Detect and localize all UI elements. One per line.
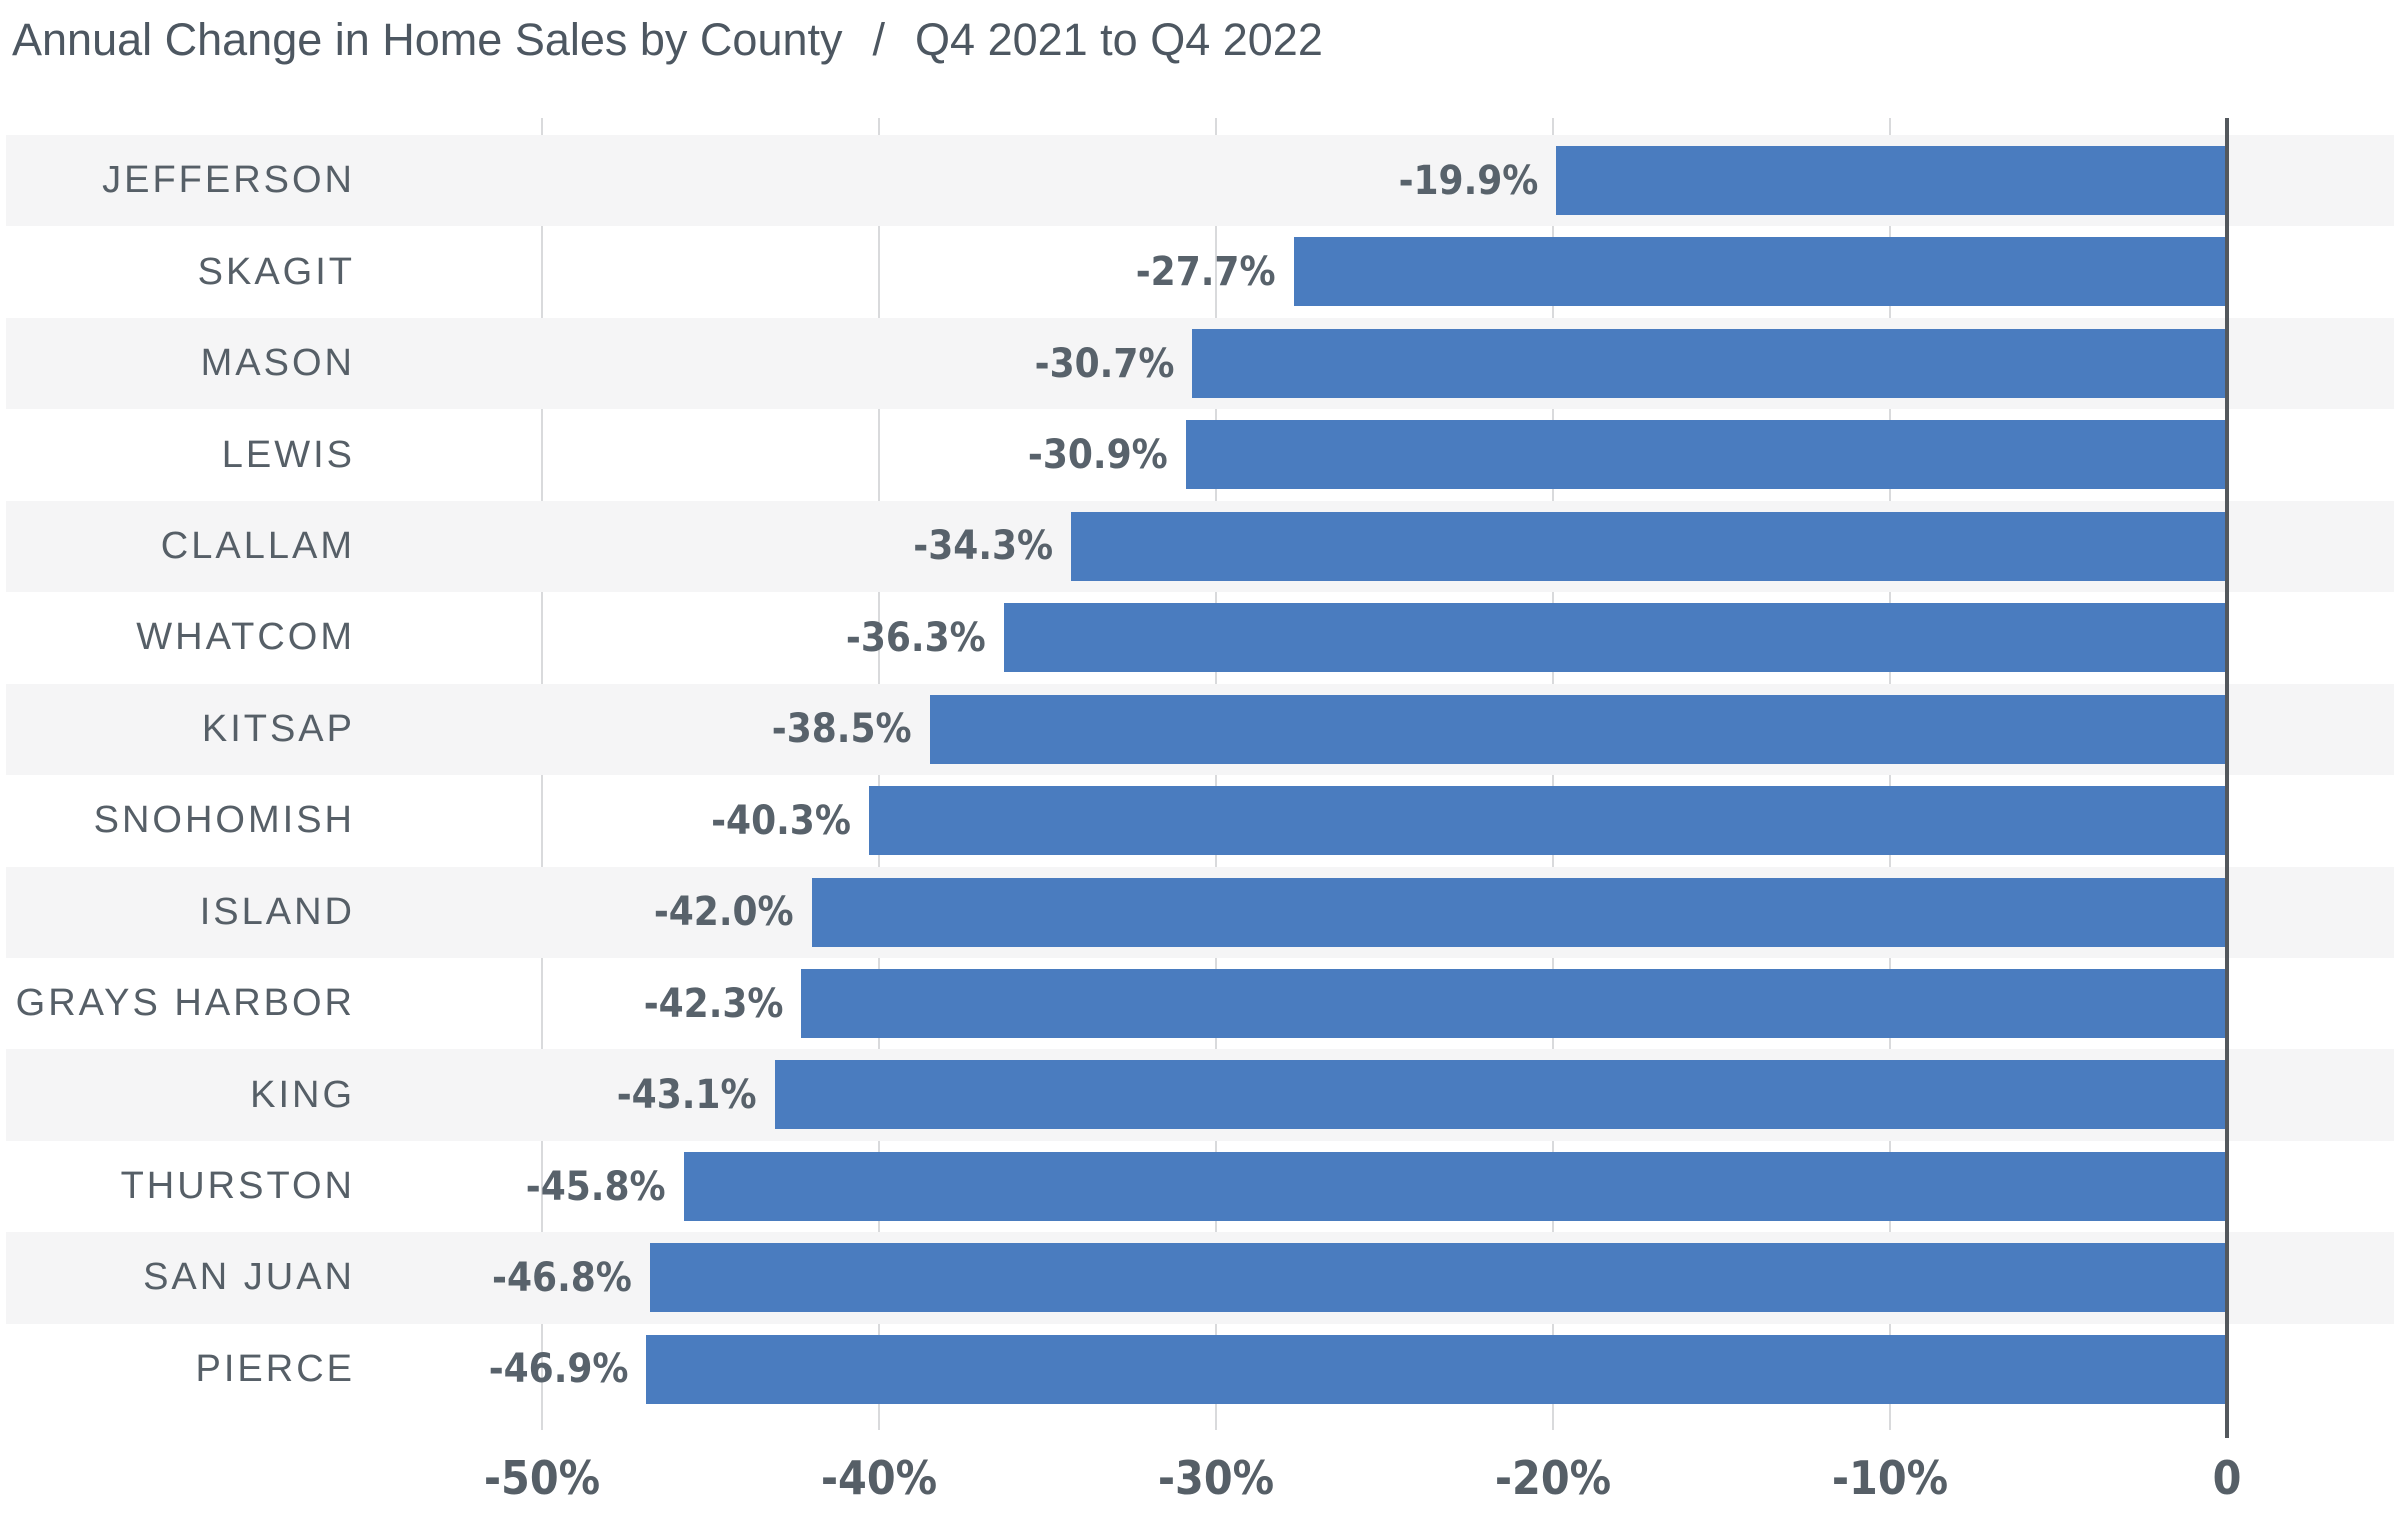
table-row: ISLAND -42.0% [0, 866, 2400, 958]
value-label: -27.7% [1135, 249, 1276, 296]
value-label: -19.9% [1398, 157, 1539, 204]
value-label: -43.1% [616, 1072, 757, 1119]
table-row: JEFFERSON -19.9% [0, 135, 2400, 227]
bar [683, 1151, 2227, 1221]
bar [1071, 511, 2227, 581]
value-label: -42.3% [643, 980, 784, 1027]
table-row: CLALLAM -34.3% [0, 500, 2400, 593]
chart-title-separator: / [872, 14, 886, 65]
value-label: -45.8% [525, 1163, 666, 1210]
bar [649, 1243, 2227, 1313]
bar [1003, 603, 2227, 673]
county-label: CLALLAM [160, 524, 355, 567]
value-label: -36.3% [845, 614, 986, 661]
county-label: KITSAP [201, 707, 355, 750]
county-label: THURSTON [120, 1165, 355, 1208]
value-label: -46.9% [488, 1346, 629, 1393]
bar [1192, 328, 2227, 398]
county-label: LEWIS [221, 433, 355, 476]
value-label: -34.3% [913, 523, 1054, 570]
value-label: -38.5% [771, 706, 912, 753]
county-label: ISLAND [199, 890, 355, 933]
table-row: KING -43.1% [0, 1049, 2400, 1141]
bar [801, 968, 2227, 1038]
table-row: LEWIS -30.9% [0, 409, 2400, 500]
table-row: SKAGIT -27.7% [0, 226, 2400, 317]
county-label: JEFFERSON [102, 159, 355, 202]
table-row: MASON -30.7% [0, 317, 2400, 410]
bar [1556, 146, 2227, 215]
x-axis-tick-label: -50% [483, 1451, 601, 1505]
table-row: KITSAP -38.5% [0, 683, 2400, 776]
x-axis-tick-label: -20% [1494, 1451, 1612, 1505]
chart-rows: JEFFERSON -19.9% SKAGIT -27.7% MASON -30… [0, 135, 2400, 1415]
x-axis-tick-label: 0 [2212, 1451, 2242, 1505]
county-label: WHATCOM [136, 616, 355, 659]
chart-title-main: Annual Change in Home Sales by County [12, 14, 843, 65]
county-label: GRAYS HARBOR [15, 982, 355, 1025]
bar [929, 694, 2227, 764]
value-label: -30.7% [1034, 340, 1175, 387]
county-label: MASON [200, 342, 355, 385]
value-label: -42.0% [653, 889, 794, 936]
bar [811, 877, 2227, 947]
zero-axis-line [2225, 118, 2229, 1438]
table-row: WHATCOM -36.3% [0, 592, 2400, 683]
table-row: PIERCE -46.9% [0, 1324, 2400, 1415]
table-row: SNOHOMISH -40.3% [0, 775, 2400, 866]
value-label: -30.9% [1027, 432, 1168, 479]
chart-subtitle-period: Q4 2021 to Q4 2022 [915, 14, 1323, 65]
bar [868, 786, 2227, 856]
bar [646, 1334, 2227, 1404]
county-label: KING [250, 1073, 355, 1116]
value-label: -40.3% [711, 797, 851, 844]
table-row: THURSTON -45.8% [0, 1141, 2400, 1232]
x-axis-tick-label: -30% [1157, 1451, 1275, 1505]
x-axis-tick-label: -40% [820, 1451, 938, 1505]
county-label: PIERCE [195, 1347, 355, 1390]
value-label: -46.8% [492, 1254, 632, 1301]
x-axis-tick-label: -10% [1831, 1451, 1949, 1505]
county-label: SAN JUAN [143, 1256, 355, 1299]
bar [1293, 237, 2227, 307]
chart-title: Annual Change in Home Sales by County / … [12, 10, 1323, 70]
county-label: SKAGIT [197, 250, 355, 293]
county-label: SNOHOMISH [93, 799, 355, 842]
bar [1185, 420, 2227, 490]
table-row: GRAYS HARBOR -42.3% [0, 958, 2400, 1049]
bar [774, 1060, 2227, 1130]
table-row: SAN JUAN -46.8% [0, 1232, 2400, 1324]
